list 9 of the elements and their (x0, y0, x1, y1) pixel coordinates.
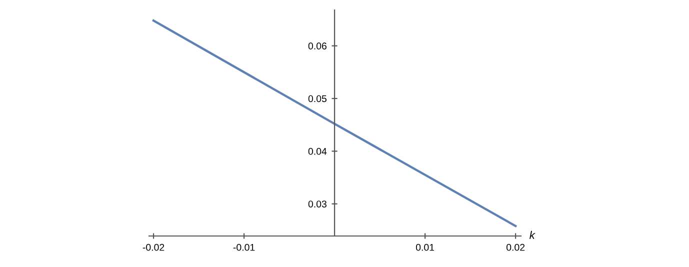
x-tick-label: 0.02 (506, 244, 525, 251)
y-tick-label: 0.04 (308, 148, 327, 155)
y-tick-label: 0.06 (308, 42, 326, 50)
x-tick-label: -0.01 (233, 244, 255, 251)
x-axis-title: k (530, 230, 536, 239)
y-tick-label: 0.05 (308, 95, 327, 102)
y-tick-label: 0.03 (308, 200, 326, 208)
x-tick-label: -0.02 (142, 244, 164, 251)
x-tick-label: 0.01 (416, 244, 434, 251)
